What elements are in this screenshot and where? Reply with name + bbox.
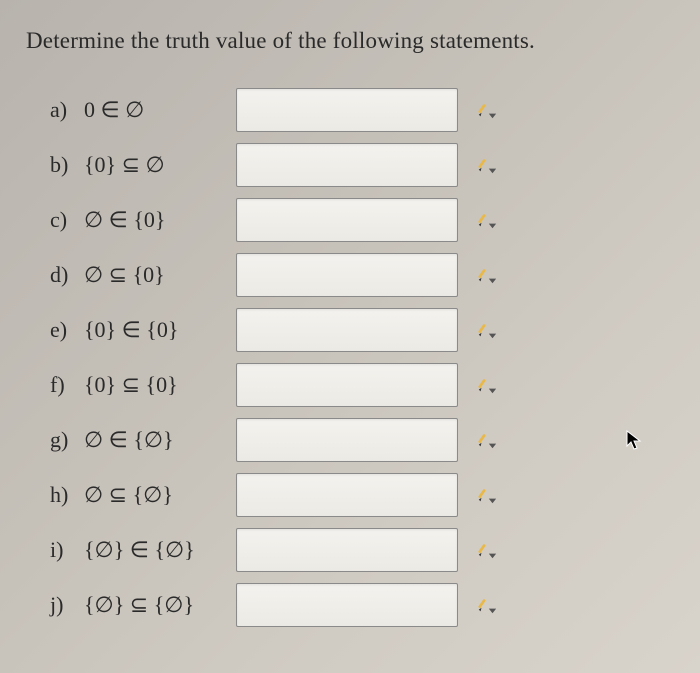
item-label: i) [50,537,84,563]
mouse-cursor-icon [626,430,642,452]
item-i: i){∅} ∈ {∅} [50,522,236,577]
item-expr: {∅} ⊆ {∅} [84,592,194,618]
item-expr: ∅ ⊆ {∅} [84,482,173,508]
pen-dropdown-icon[interactable] [476,99,498,121]
answer-row-f [236,357,670,412]
answer-row-j [236,577,670,632]
pen-dropdown-icon[interactable] [476,484,498,506]
prompt-text: Determine the truth value of the followi… [26,28,670,54]
answer-row-b [236,137,670,192]
item-expr: {0} ⊆ ∅ [84,152,165,178]
item-expr: {0} ∈ {0} [84,317,178,343]
answer-row-c [236,192,670,247]
answer-input-i[interactable] [236,528,458,572]
item-h: h)∅ ⊆ {∅} [50,467,236,522]
answer-row-g [236,412,670,467]
item-expr: {0} ⊆ {0} [84,372,178,398]
pen-dropdown-icon[interactable] [476,319,498,341]
item-label: j) [50,592,84,618]
item-expr: ∅ ⊆ {0} [84,262,165,288]
item-c: c)∅ ∈ {0} [50,192,236,247]
item-label: c) [50,207,84,233]
answer-input-f[interactable] [236,363,458,407]
items-column: a)0 ∈ ∅ b){0} ⊆ ∅ c)∅ ∈ {0} d)∅ ⊆ {0} e)… [26,82,236,632]
item-label: h) [50,482,84,508]
pen-dropdown-icon[interactable] [476,154,498,176]
pen-dropdown-icon[interactable] [476,264,498,286]
item-a: a)0 ∈ ∅ [50,82,236,137]
answers-column [236,82,670,632]
item-g: g)∅ ∈ {∅} [50,412,236,467]
answer-row-h [236,467,670,522]
content-row: a)0 ∈ ∅ b){0} ⊆ ∅ c)∅ ∈ {0} d)∅ ⊆ {0} e)… [26,82,670,632]
item-expr: ∅ ∈ {0} [84,207,165,233]
item-label: f) [50,372,84,398]
item-label: d) [50,262,84,288]
item-label: e) [50,317,84,343]
answer-input-j[interactable] [236,583,458,627]
item-label: a) [50,97,84,123]
worksheet-paper: Determine the truth value of the followi… [0,0,700,673]
pen-dropdown-icon[interactable] [476,429,498,451]
answer-input-h[interactable] [236,473,458,517]
answer-row-a [236,82,670,137]
answer-input-a[interactable] [236,88,458,132]
item-expr: ∅ ∈ {∅} [84,427,174,453]
answer-row-e [236,302,670,357]
answer-input-d[interactable] [236,253,458,297]
item-label: b) [50,152,84,178]
pen-dropdown-icon[interactable] [476,594,498,616]
answer-row-i [236,522,670,577]
item-j: j){∅} ⊆ {∅} [50,577,236,632]
answer-input-c[interactable] [236,198,458,242]
pen-dropdown-icon[interactable] [476,209,498,231]
answer-input-b[interactable] [236,143,458,187]
item-e: e){0} ∈ {0} [50,302,236,357]
answer-input-e[interactable] [236,308,458,352]
item-expr: 0 ∈ ∅ [84,97,144,123]
item-d: d)∅ ⊆ {0} [50,247,236,302]
answer-input-g[interactable] [236,418,458,462]
item-f: f){0} ⊆ {0} [50,357,236,412]
answer-row-d [236,247,670,302]
item-b: b){0} ⊆ ∅ [50,137,236,192]
item-label: g) [50,427,84,453]
item-expr: {∅} ∈ {∅} [84,537,195,563]
pen-dropdown-icon[interactable] [476,374,498,396]
pen-dropdown-icon[interactable] [476,539,498,561]
